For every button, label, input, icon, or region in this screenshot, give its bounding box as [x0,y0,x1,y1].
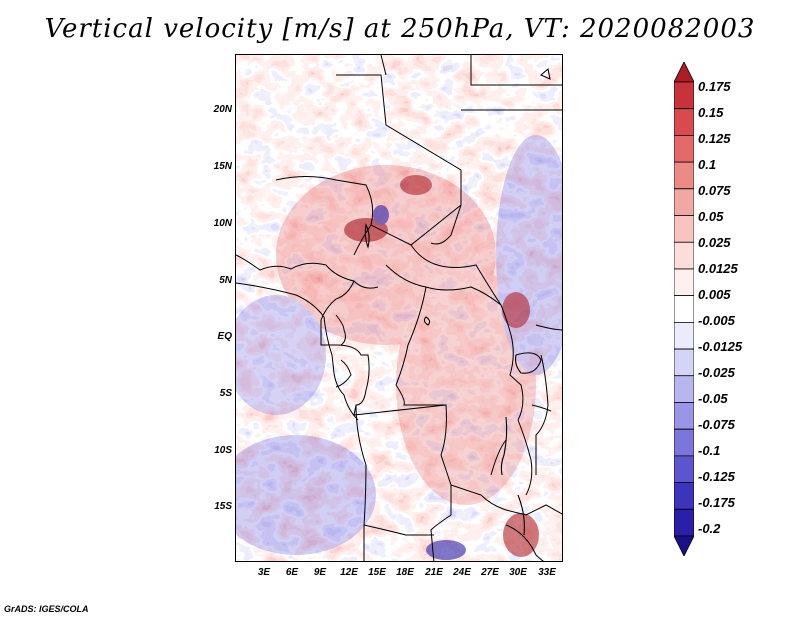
lon-label: 18E [396,567,414,578]
lat-label: 15N [213,161,232,172]
colorbar-label: 0.125 [698,131,731,146]
colorbar [674,62,694,556]
lon-label: 3E [257,567,271,578]
colorbar-segment [674,295,694,323]
lon-label: 33E [538,567,556,578]
lon-label: 9E [313,567,327,578]
colorbar-label: -0.2 [698,521,721,536]
lon-label: 12E [340,567,358,578]
lat-label: 10S [214,445,232,456]
colorbar-segment [674,535,694,556]
lat-label: 20N [213,104,232,115]
lat-label: 15S [214,501,232,512]
colorbar-label: -0.0125 [698,339,743,354]
chart-title: Vertical velocity [m/s] at 250hPa, VT: 2… [44,14,756,44]
colorbar-label: 0.075 [698,183,731,198]
lat-label: 5N [219,275,232,286]
colorbar-label: -0.05 [698,391,728,406]
colorbar-label: 0.05 [698,209,724,224]
colorbar-label: -0.175 [698,495,735,510]
colorbar-label: 0.0125 [698,261,738,276]
lon-label: 30E [509,567,527,578]
colorbar-label: 0.175 [698,79,731,94]
colorbar-segment [674,321,694,350]
lon-label: 15E [368,567,386,578]
lon-label: 21E [425,567,443,578]
colorbar-segment [674,62,694,83]
lon-label: 27E [481,567,499,578]
lat-label: 10N [213,218,232,229]
colorbar-segment [674,135,694,163]
credit-text: GrADS: IGES/COLA [4,604,89,614]
lon-label: 6E [285,567,299,578]
colorbar-label: -0.075 [698,417,735,432]
colorbar-label: -0.025 [698,365,735,380]
colorbar-segment [674,508,694,537]
colorbar-segment [674,428,694,457]
colorbar-label: -0.005 [698,313,735,328]
colorbar-label: 0.025 [698,235,731,250]
lon-label: 24E [453,567,471,578]
colorbar-label: -0.1 [698,443,721,458]
map-field [236,55,562,561]
colorbar-segment [674,455,694,483]
colorbar-segment [674,215,694,243]
colorbar-segment [674,268,694,297]
colorbar-segment [674,241,694,270]
colorbar-segment [674,375,694,403]
colorbar-label: -0.125 [698,469,735,484]
colorbar-label: 0.005 [698,287,731,302]
colorbar-segment [674,81,694,110]
colorbar-segment [674,482,694,510]
colorbar-segment [674,348,694,377]
colorbar-segment [674,188,694,216]
colorbar-segment [674,161,694,190]
colorbar-segment [674,108,694,136]
colorbar-label: 0.15 [698,105,724,120]
lat-label: EQ [217,331,232,342]
colorbar-segment [674,402,694,430]
lat-label: 5S [219,388,232,399]
colorbar-label: 0.1 [698,157,717,172]
velocity-map[interactable] [235,54,563,562]
